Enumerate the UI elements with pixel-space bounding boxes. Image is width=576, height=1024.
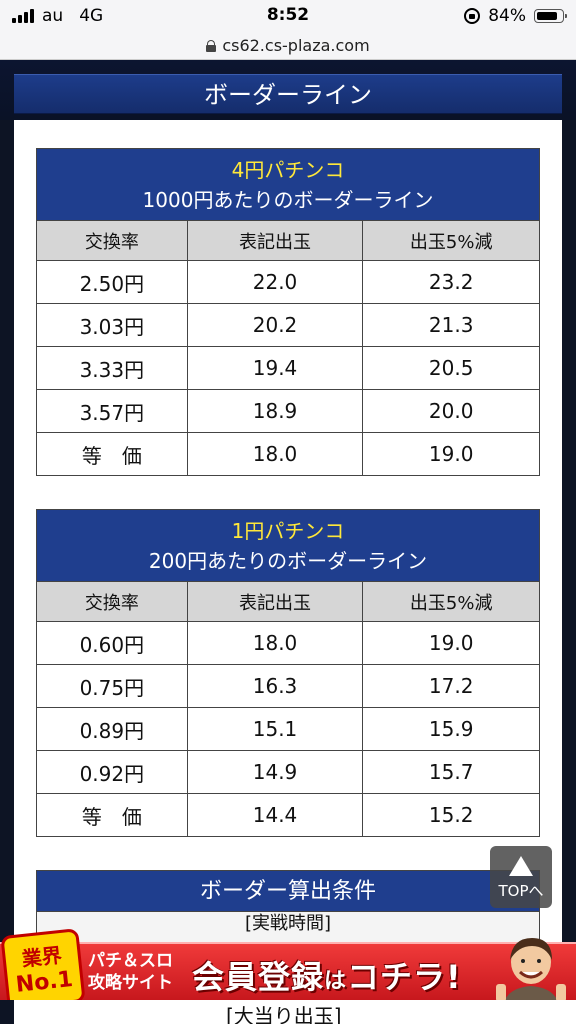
url-text[interactable]: cs62.cs-plaza.com [222,36,370,55]
padlock-icon [206,39,217,52]
ad-main-part2: は [324,969,348,994]
calc-play-time-label: [実戦時間] [244,913,332,934]
cell-minus5: 15.2 [362,793,540,837]
cell-listed: 15.1 [186,707,364,751]
cell-rate: 0.89円 [36,707,188,751]
address-bar[interactable]: cs62.cs-plaza.com [0,32,576,60]
main-content: 4円パチンコ 1000円あたりのボーダーライン 交換率 表記出玉 出玉5%減 2… [14,120,562,1024]
ad-main-part1: 会員登録 [192,958,325,996]
battery-icon [534,9,567,23]
cell-minus5: 15.9 [362,707,540,751]
back-to-top-label: TOPへ [498,882,544,900]
ad-badge: 業界 No.1 [0,928,86,1010]
table-row: 0.75円 16.3 17.2 [36,664,540,708]
battery-percent: 84% [488,6,526,26]
clock: 8:52 [266,5,310,25]
back-to-top-button[interactable]: TOPへ [490,846,552,908]
cell-rate: 0.60円 [36,621,188,665]
table-title-sub: 1000円あたりのボーダーライン [142,187,434,212]
cell-rate: 3.33円 [36,346,188,390]
rotation-lock-icon [464,8,481,24]
ad-subtext: パチ＆スロ 攻略サイト [88,950,188,994]
page-title: ボーダーライン [14,74,562,114]
table-row: 0.89円 15.1 15.9 [36,707,540,751]
calc-hit-payout-row: [大当り出玉] [0,1000,576,1024]
cell-rate: 2.50円 [36,260,188,304]
cell-listed: 19.4 [186,346,364,390]
table-title-sub: 200円あたりのボーダーライン [148,548,428,573]
cell-listed: 20.2 [186,303,364,347]
column-header-listed: 表記出玉 [186,220,364,261]
cell-rate: 0.75円 [36,664,188,708]
table-row: 0.92円 14.9 15.7 [36,750,540,794]
page-header: ボーダーライン [0,60,576,120]
ad-strip[interactable] [0,942,576,1004]
ad-banner[interactable]: 業界 No.1 パチ＆スロ 攻略サイト 会員登録はコチラ! [0,928,576,1010]
cell-minus5: 15.7 [362,750,540,794]
border-table-4yen: 4円パチンコ 1000円あたりのボーダーライン 交換率 表記出玉 出玉5%減 2… [36,148,540,476]
carrier-label: au [42,6,64,26]
table-title-main: 4円パチンコ [231,157,345,182]
table-title: 4円パチンコ 1000円あたりのボーダーライン [36,148,540,221]
cell-listed: 22.0 [186,260,364,304]
table-row: 3.57円 18.9 20.0 [36,389,540,433]
table-row: 等 価 14.4 15.2 [36,793,540,837]
network-label: 4G [79,6,104,26]
table-row: 等 価 18.0 19.0 [36,432,540,476]
status-bar: au 4G 8:52 84% [0,0,576,32]
column-header-rate: 交換率 [36,220,188,261]
column-header-listed: 表記出玉 [186,581,364,622]
column-header-minus5: 出玉5%減 [362,581,540,622]
ad-sub-line2: 攻略サイト [88,973,173,993]
ad-main-part3: コチラ! [347,958,462,996]
table-row: 3.33円 19.4 20.5 [36,346,540,390]
cell-rate: 3.57円 [36,389,188,433]
table-title: 1円パチンコ 200円あたりのボーダーライン [36,509,540,582]
table-row: 0.60円 18.0 19.0 [36,621,540,665]
cell-minus5: 19.0 [362,432,540,476]
cell-minus5: 23.2 [362,260,540,304]
cell-minus5: 17.2 [362,664,540,708]
cell-minus5: 19.0 [362,621,540,665]
ad-sub-line1: パチ＆スロ [88,951,173,971]
cell-listed: 16.3 [186,664,364,708]
ad-main-text[interactable]: 会員登録はコチラ! [192,952,462,998]
signal-icon [12,9,34,23]
cell-listed: 18.9 [186,389,364,433]
column-header-rate: 交換率 [36,581,188,622]
cell-minus5: 20.5 [362,346,540,390]
cell-listed: 14.4 [186,793,364,837]
border-table-1yen: 1円パチンコ 200円あたりのボーダーライン 交換率 表記出玉 出玉5%減 0.… [36,509,540,837]
calc-hit-payout-label: [大当り出玉] [226,1004,342,1024]
table-row: 2.50円 22.0 23.2 [36,260,540,304]
ad-person-image [496,938,566,1010]
table-row: 3.03円 20.2 21.3 [36,303,540,347]
cell-rate: 等 価 [36,432,188,476]
cell-rate: 3.03円 [36,303,188,347]
cell-minus5: 20.0 [362,389,540,433]
cell-listed: 18.0 [186,432,364,476]
cell-rate: 0.92円 [36,750,188,794]
calc-conditions-title: ボーダー算出条件 [36,870,540,912]
cell-listed: 18.0 [186,621,364,665]
cell-rate: 等 価 [36,793,188,837]
table-title-main: 1円パチンコ [231,518,345,543]
cell-listed: 14.9 [186,750,364,794]
arrow-up-icon [509,856,533,876]
column-header-minus5: 出玉5%減 [362,220,540,261]
cell-minus5: 21.3 [362,303,540,347]
